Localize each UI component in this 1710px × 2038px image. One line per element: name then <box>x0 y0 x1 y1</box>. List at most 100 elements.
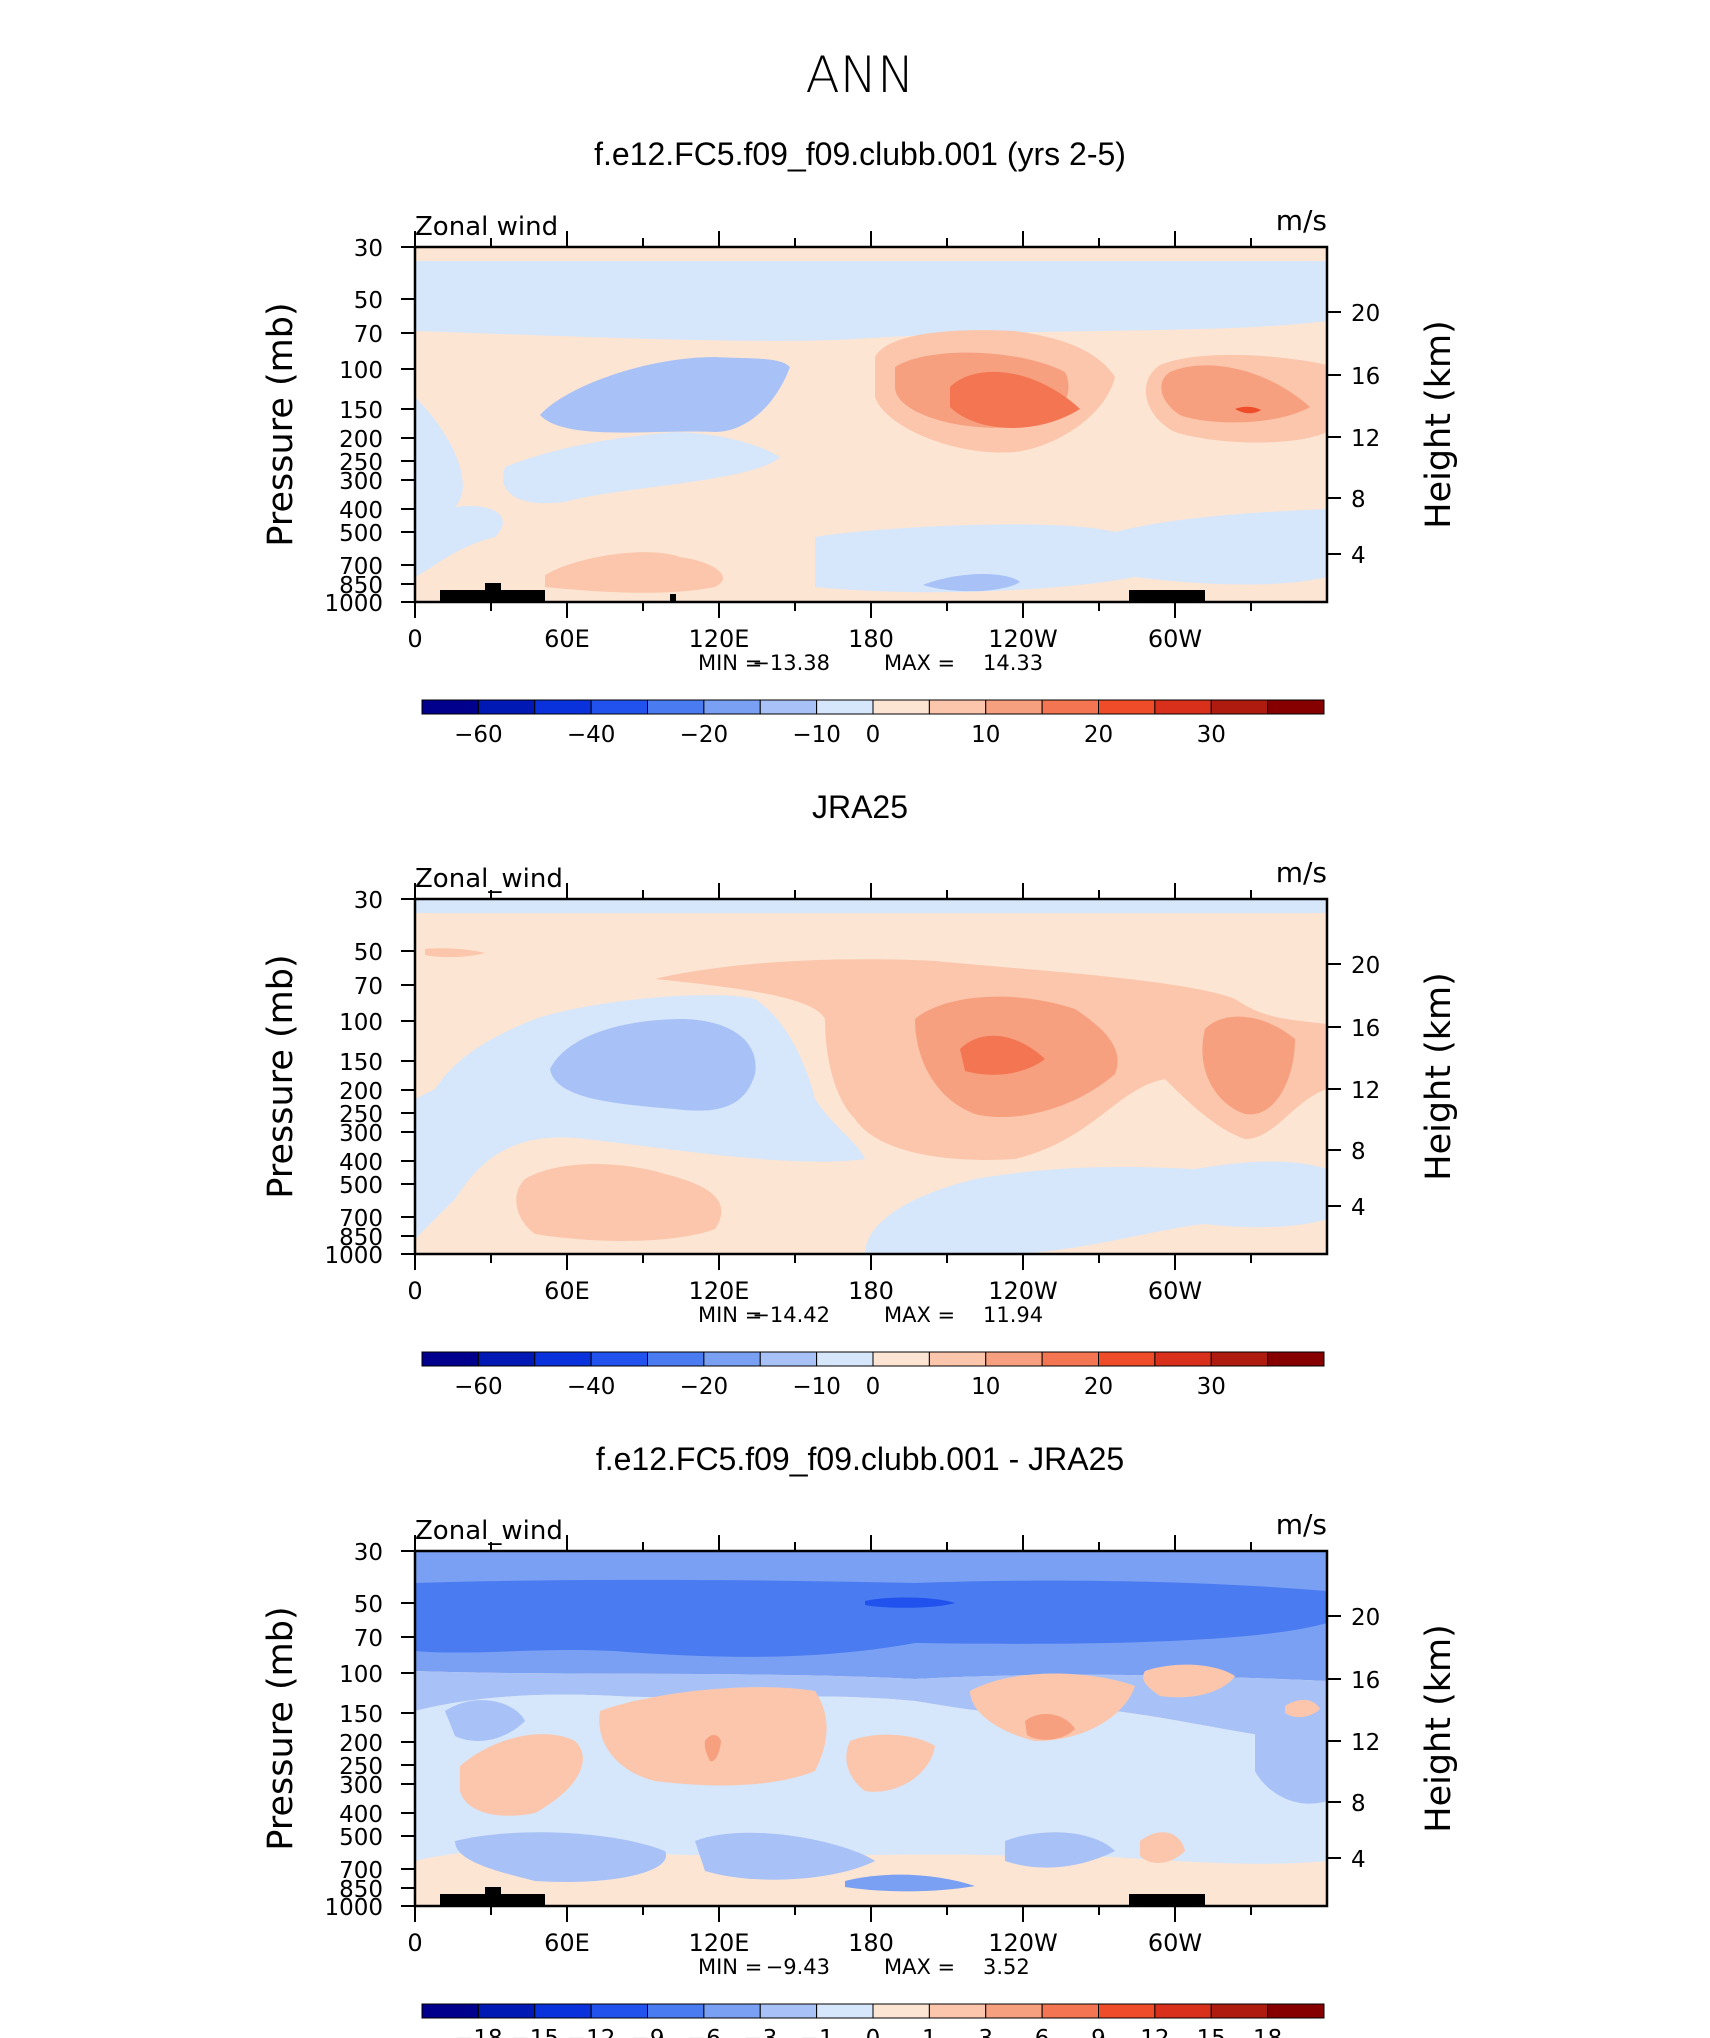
colorbar-label: 30 <box>1197 1374 1226 1400</box>
height-tick-label: 16 <box>1351 1016 1380 1042</box>
pressure-tick-label: 50 <box>354 288 383 314</box>
colorbar: −60 −40 −20 −10 0 10 20 30 <box>421 699 1325 748</box>
colorbar-label: −1 <box>800 2026 834 2038</box>
colorbar-swatch <box>759 1351 818 1367</box>
x-tick-label: 120W <box>988 1277 1058 1305</box>
contour-region <box>845 1874 975 1892</box>
colorbar-label: −12 <box>567 2026 616 2038</box>
colorbar-swatch <box>477 699 536 715</box>
pressure-tick-label: 250 <box>339 1102 383 1128</box>
colorbar-label: −18 <box>454 2026 503 2038</box>
min-value: −14.42 <box>752 1303 830 1327</box>
pressure-tick-label: 250 <box>339 450 383 476</box>
pressure-tick-label: 500 <box>339 521 383 547</box>
height-tick-label: 12 <box>1351 426 1380 452</box>
colorbar-label: 0 <box>866 1374 881 1400</box>
y2-axis-label: Height (km) <box>1419 320 1459 529</box>
contour-region <box>540 357 790 433</box>
colorbar-label: −60 <box>454 1374 503 1400</box>
main-title: ANN <box>805 46 914 104</box>
height-tick-label: 4 <box>1351 543 1366 569</box>
pressure-tick-label: 100 <box>339 1662 383 1688</box>
pressure-tick-label: 100 <box>339 1010 383 1036</box>
contour-region <box>695 1832 875 1880</box>
contour-region <box>1143 1664 1235 1698</box>
height-tick-label: 12 <box>1351 1730 1380 1756</box>
contour-region <box>415 1579 1327 1657</box>
pressure-tick-label: 30 <box>354 1540 383 1566</box>
colorbar-swatch <box>928 699 987 715</box>
colorbar-swatch <box>421 2003 479 2019</box>
colorbar-swatch <box>1154 1351 1212 1367</box>
pressure-tick-label: 200 <box>339 1731 383 1757</box>
panel-title: f.e12.FC5.f09_f09.clubb.001 - JRA25 <box>596 1441 1124 1477</box>
pressure-tick-label: 200 <box>339 1079 383 1105</box>
colorbar-swatch <box>647 1351 705 1367</box>
colorbar-label: −10 <box>792 1374 841 1400</box>
colorbar-label: −20 <box>680 1374 729 1400</box>
x-tick-label: 60E <box>544 1277 590 1305</box>
pressure-tick-label: 50 <box>354 940 383 966</box>
colorbar-label: −40 <box>567 1374 616 1400</box>
pressure-tick-label: 400 <box>339 1802 383 1828</box>
colorbar-swatch <box>1041 699 1099 715</box>
colorbar-swatch <box>647 699 705 715</box>
x-tick-label: 0 <box>407 1929 422 1957</box>
colorbar-label: 10 <box>971 722 1000 748</box>
height-tick-label: 16 <box>1351 364 1380 390</box>
pressure-tick-label: 1000 <box>324 1243 383 1269</box>
colorbar-label: 0 <box>866 722 881 748</box>
x-tick-label: 60W <box>1148 1929 1202 1957</box>
contour-region <box>415 261 1327 341</box>
colorbar-swatch <box>985 1351 1043 1367</box>
variable-label: Zonal wind <box>415 212 558 242</box>
height-tick-label: 20 <box>1351 1605 1380 1631</box>
min-value: −13.38 <box>752 651 830 675</box>
pressure-tick-label: 150 <box>339 398 383 424</box>
colorbar-swatch <box>1098 699 1156 715</box>
height-tick-label: 8 <box>1351 487 1366 513</box>
x-tick-label: 60E <box>544 1929 590 1957</box>
colorbar-swatch <box>590 1351 648 1367</box>
contour-field <box>415 247 1327 602</box>
colorbar-label: −20 <box>680 722 729 748</box>
contour-region <box>1235 406 1261 414</box>
units-label: m/s <box>1276 856 1327 889</box>
colorbar-swatch <box>534 699 592 715</box>
pressure-tick-label: 1000 <box>324 591 383 617</box>
contour-region <box>545 552 723 593</box>
panel-3: f.e12.FC5.f09_f09.clubb.001 - JRA25 Zonal… <box>261 1441 1459 2038</box>
colorbar-swatch <box>1098 1351 1156 1367</box>
x-tick-label: 0 <box>407 1277 422 1305</box>
pressure-tick-label: 500 <box>339 1173 383 1199</box>
colorbar-swatch <box>816 699 874 715</box>
colorbar-label: 9 <box>1091 2026 1106 2038</box>
pressure-tick-label: 850 <box>339 1877 383 1903</box>
contour-field <box>415 1551 1327 1906</box>
pressure-tick-label: 30 <box>354 888 383 914</box>
pressure-tick-label: 100 <box>339 358 383 384</box>
pressure-tick-label: 300 <box>339 469 383 495</box>
colorbar-swatch <box>928 2003 987 2019</box>
colorbar-swatch <box>534 2003 592 2019</box>
colorbar-swatch <box>1154 2003 1212 2019</box>
contour-region <box>865 1161 1327 1254</box>
height-tick-label: 8 <box>1351 1791 1366 1817</box>
x-tick-label: 180 <box>848 1929 894 1957</box>
height-tick-label: 16 <box>1351 1668 1380 1694</box>
colorbar-label: 20 <box>1084 722 1113 748</box>
colorbar-swatch <box>1098 2003 1156 2019</box>
x-tick-label: 60W <box>1148 625 1202 653</box>
pressure-tick-label: 400 <box>339 1150 383 1176</box>
colorbar: −60 −40 −20 −10 0 10 20 30 <box>421 1351 1325 1400</box>
colorbar-label: 3 <box>978 2026 993 2038</box>
height-tick-label: 12 <box>1351 1078 1380 1104</box>
x-tick-label: 180 <box>848 625 894 653</box>
x-tick-label: 120E <box>689 1929 750 1957</box>
colorbar-swatch <box>421 699 479 715</box>
contour-region <box>455 1832 667 1882</box>
y-axis-label: Pressure (mb) <box>261 302 301 546</box>
x-tick-label: 120W <box>988 625 1058 653</box>
contour-region <box>1161 365 1310 423</box>
colorbar-swatch <box>421 1351 479 1367</box>
